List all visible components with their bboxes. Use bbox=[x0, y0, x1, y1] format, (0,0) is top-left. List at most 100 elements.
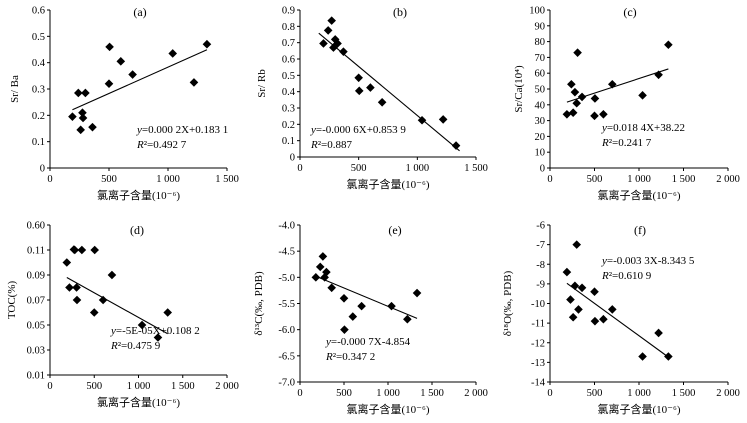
data-point bbox=[189, 78, 199, 87]
data-point bbox=[568, 312, 578, 322]
x-tick-label: 1 000 bbox=[406, 163, 430, 174]
y-tick-label: -4.5 bbox=[278, 247, 295, 258]
y-tick-label: 0.5 bbox=[282, 71, 295, 82]
x-tick-label: 500 bbox=[86, 381, 102, 392]
r-squared-label: R²=0.241 7 bbox=[601, 137, 652, 149]
data-point bbox=[89, 308, 99, 317]
data-point bbox=[339, 47, 348, 56]
data-point bbox=[315, 262, 325, 272]
x-tick-label: 500 bbox=[587, 174, 603, 185]
panel-d: 0.01 0.03 0.05 0.07 0.09 0.11 0.60 0 500 1 000 1 5… bbox=[6, 221, 239, 410]
panel-label: (c) bbox=[623, 5, 636, 19]
x-tick-label: 1 500 bbox=[215, 174, 239, 185]
data-point bbox=[664, 40, 673, 50]
y-axis-title: δ¹⁸O(‰, PDB) bbox=[502, 270, 514, 336]
y-tick-label: 10 bbox=[535, 148, 546, 159]
x-tick-label: 0 bbox=[547, 174, 552, 185]
y-tick-label: 0.2 bbox=[282, 120, 295, 131]
data-point bbox=[566, 295, 575, 304]
trend-line bbox=[316, 276, 418, 319]
data-point bbox=[98, 295, 108, 305]
data-point bbox=[387, 301, 396, 311]
x-tick-label: 500 bbox=[101, 174, 117, 185]
data-point bbox=[590, 111, 599, 121]
y-tick-label: -11 bbox=[531, 319, 545, 330]
data-point bbox=[327, 16, 336, 25]
data-point bbox=[74, 88, 83, 98]
data-point bbox=[322, 267, 331, 277]
regression-equation: y=-0.003 3X-8.343 5 bbox=[601, 255, 695, 267]
y-tick-label: 0.4 bbox=[282, 87, 296, 98]
data-point bbox=[340, 325, 349, 334]
data-point bbox=[76, 125, 85, 135]
y-tick-label: -5.0 bbox=[278, 273, 295, 284]
data-point bbox=[354, 86, 364, 96]
x-tick-label: 1 500 bbox=[672, 388, 696, 399]
y-tick-label: 60 bbox=[535, 69, 546, 80]
data-point bbox=[377, 97, 387, 107]
data-point bbox=[574, 305, 583, 314]
y-tick-label: -6.0 bbox=[278, 325, 295, 336]
data-point bbox=[65, 283, 74, 292]
data-point bbox=[590, 94, 600, 103]
y-tick-label: 0.7 bbox=[282, 38, 295, 49]
data-point bbox=[608, 305, 617, 314]
data-point bbox=[354, 73, 363, 83]
y-tick-label: 0.4 bbox=[32, 58, 46, 69]
x-axis-title: 氯离子含量(10⁻⁶) bbox=[97, 188, 180, 202]
data-point bbox=[153, 333, 163, 342]
panel-label: (f) bbox=[634, 223, 646, 237]
data-point bbox=[81, 88, 90, 98]
x-axis-title: 氯离子含量(10⁻⁶) bbox=[598, 188, 681, 202]
data-point bbox=[339, 293, 349, 303]
regression-equation: y=0.000 2X+0.183 1 bbox=[136, 124, 228, 136]
data-point bbox=[599, 314, 608, 324]
y-tick-label: 0 bbox=[290, 153, 295, 164]
y-axis-title: Sr/Ca(10⁴) bbox=[513, 65, 525, 113]
y-tick-label: -12 bbox=[531, 338, 545, 349]
data-point bbox=[570, 281, 580, 291]
data-point bbox=[107, 270, 117, 280]
data-point bbox=[320, 273, 329, 282]
y-tick-label: -13 bbox=[531, 358, 545, 369]
x-tick-label: 500 bbox=[351, 163, 367, 174]
data-point bbox=[68, 112, 77, 121]
x-tick-label: 1 500 bbox=[420, 388, 444, 399]
y-tick-label: 0.3 bbox=[282, 104, 295, 115]
y-tick-label: 0.5 bbox=[32, 32, 45, 43]
panel-label: (d) bbox=[130, 223, 144, 237]
y-tick-label: 40 bbox=[535, 100, 546, 111]
data-point bbox=[72, 283, 81, 292]
data-point bbox=[202, 39, 212, 49]
data-point bbox=[590, 287, 599, 297]
trend-line bbox=[566, 282, 669, 358]
data-point bbox=[128, 70, 137, 79]
y-tick-label: -9 bbox=[536, 279, 545, 290]
y-tick-label: 0.03 bbox=[27, 346, 45, 357]
data-point bbox=[568, 108, 578, 117]
x-tick-label: 0 bbox=[547, 388, 552, 399]
data-point bbox=[638, 91, 647, 100]
y-tick-label: 0.05 bbox=[27, 321, 45, 332]
data-point bbox=[168, 49, 178, 58]
x-tick-label: 1 000 bbox=[627, 388, 651, 399]
data-point bbox=[77, 245, 87, 255]
data-point bbox=[318, 252, 328, 261]
data-point bbox=[572, 98, 581, 108]
y-tick-label: 0.07 bbox=[27, 296, 45, 307]
data-point bbox=[590, 316, 600, 326]
y-tick-label: 0.1 bbox=[32, 137, 45, 148]
regression-equation: y=-5E-05X+0.108 2 bbox=[110, 325, 200, 337]
panel-label: (a) bbox=[133, 5, 146, 19]
data-point bbox=[608, 79, 617, 89]
y-tick-label: 0.1 bbox=[282, 136, 295, 147]
regression-equation: y=-0.000 6X+0.853 9 bbox=[310, 124, 406, 136]
x-axis-title: 氯离子含量(10⁻⁶) bbox=[598, 402, 681, 416]
y-tick-label: 0.01 bbox=[27, 371, 45, 382]
y-tick-label: 0.6 bbox=[32, 6, 45, 17]
data-point bbox=[599, 109, 608, 119]
panel-f: -14 -13 -12 -11 -10 -9 -8 -7 -6 0 500 1 000 1 500 2 0… bbox=[502, 221, 740, 417]
panel-b: 0 0.1 0.2 0.3 0.4 0.5 0.6 0.7 0.8 0.9 0 500 1 000 1 5… bbox=[256, 5, 488, 191]
panel-label: (e) bbox=[388, 223, 401, 237]
y-axis-title: Sr/ Ba bbox=[9, 75, 21, 103]
